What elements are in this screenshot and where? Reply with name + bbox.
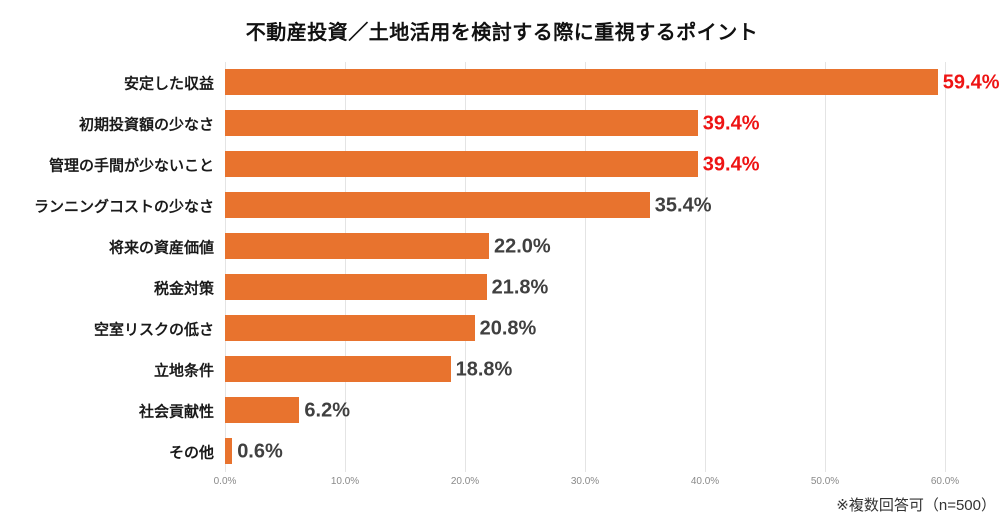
bar-row: 税金対策 21.8% bbox=[154, 267, 955, 308]
bar bbox=[225, 192, 650, 218]
bar-rows: 安定した収益 59.4% 初期投資額の少なさ 39.4% 管理の手間が少ないこと 39.4… bbox=[34, 62, 1000, 472]
x-axis-tick-label: 20.0% bbox=[450, 476, 480, 487]
value-label: 0.6% bbox=[237, 440, 283, 462]
bar bbox=[225, 233, 489, 259]
footnote: ※複数回答可（n=500） bbox=[836, 497, 996, 514]
category-label: 初期投資額の少なさ bbox=[78, 116, 214, 133]
bar bbox=[225, 397, 300, 423]
category-label: ランニングコストの少なさ bbox=[33, 198, 214, 215]
bar-row: 空室リスクの低さ 20.8% bbox=[94, 308, 955, 349]
gridline bbox=[705, 62, 706, 472]
value-label: 21.8% bbox=[491, 276, 549, 298]
category-label: 社会貢献性 bbox=[138, 403, 214, 420]
plot-area: 安定した収益 59.4% 初期投資額の少なさ 39.4% 管理の手間が少ないこと 39.4… bbox=[34, 62, 1000, 472]
value-label: 59.4% bbox=[942, 71, 1000, 93]
x-axis-tick-label: 50.0% bbox=[810, 476, 840, 487]
x-axis-tick-label: 0.0% bbox=[213, 476, 237, 487]
x-axis-tick-label: 30.0% bbox=[570, 476, 600, 487]
category-label: その他 bbox=[168, 444, 214, 461]
category-label: 税金対策 bbox=[153, 280, 214, 297]
bar-row: 将来の資産価値 22.0% bbox=[109, 226, 955, 267]
bar bbox=[225, 110, 698, 136]
value-label: 39.4% bbox=[702, 112, 760, 134]
category-label: 管理の手間が少ないこと bbox=[48, 157, 214, 174]
chart-title: 不動産投資／土地活用を検討する際に重視するポイント bbox=[245, 22, 759, 44]
bar-row: 安定した収益 59.4% bbox=[124, 62, 1000, 103]
bar bbox=[225, 274, 487, 300]
bar-row: 立地条件 18.8% bbox=[154, 349, 955, 390]
gridline bbox=[345, 62, 346, 472]
value-label: 6.2% bbox=[304, 399, 350, 421]
x-axis: 0.0% 10.0% 20.0% 30.0% 40.0% 50.0% 60.0% bbox=[214, 476, 960, 492]
bar-row: ランニングコストの少なさ 35.4% bbox=[34, 185, 955, 226]
category-label: 安定した収益 bbox=[123, 75, 214, 92]
bar-row: 初期投資額の少なさ 39.4% bbox=[79, 103, 955, 144]
gridline bbox=[465, 62, 466, 472]
x-axis-tick-label: 40.0% bbox=[690, 476, 720, 487]
bar-row: 管理の手間が少ないこと 39.4% bbox=[49, 144, 955, 185]
bar bbox=[225, 315, 475, 341]
value-label: 22.0% bbox=[494, 235, 551, 257]
bar-row: その他 0.6% bbox=[169, 431, 955, 472]
category-label: 空室リスクの低さ bbox=[93, 321, 214, 338]
gridline bbox=[945, 62, 946, 472]
bar bbox=[225, 151, 698, 177]
gridline bbox=[825, 62, 826, 472]
value-label: 39.4% bbox=[702, 153, 760, 175]
gridline bbox=[225, 62, 226, 472]
x-axis-tick-label: 60.0% bbox=[930, 476, 960, 487]
x-axis-tick-label: 10.0% bbox=[330, 476, 360, 487]
bar bbox=[225, 438, 233, 464]
category-label: 立地条件 bbox=[153, 362, 214, 379]
bar bbox=[225, 356, 451, 382]
value-label: 18.8% bbox=[455, 358, 513, 380]
value-label: 20.8% bbox=[479, 317, 537, 339]
bar bbox=[225, 69, 938, 95]
bar-row: 社会貢献性 6.2% bbox=[139, 390, 955, 431]
gridline bbox=[585, 62, 586, 472]
value-label: 35.4% bbox=[654, 194, 712, 216]
category-label: 将来の資産価値 bbox=[108, 239, 214, 256]
